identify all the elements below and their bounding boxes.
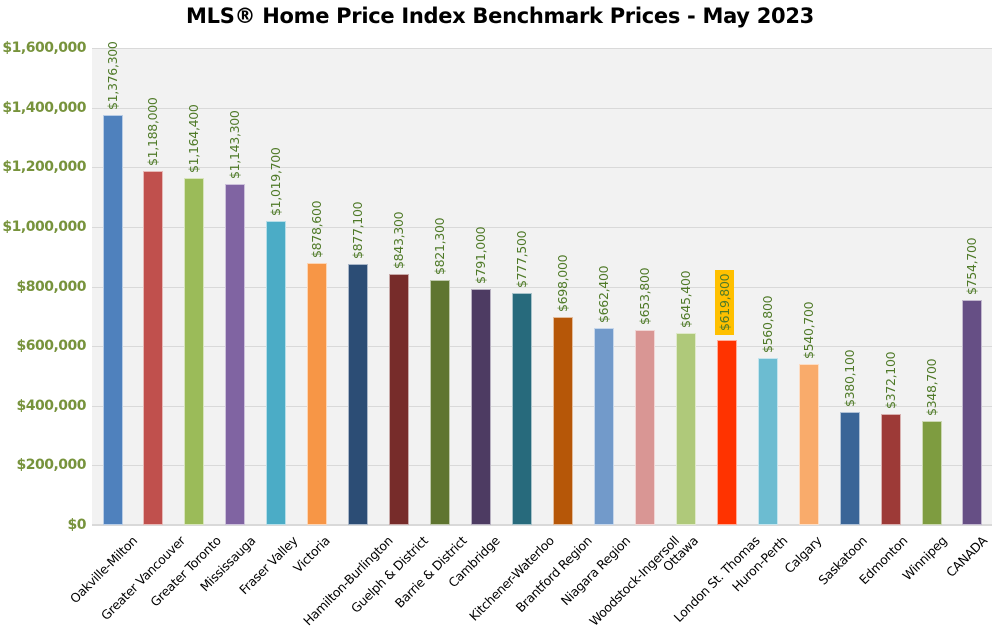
bar-huron-perth bbox=[757, 357, 778, 525]
gridline bbox=[92, 286, 992, 288]
y-tick-label: $1,400,000 bbox=[2, 99, 86, 116]
value-label: $878,600 bbox=[309, 200, 325, 259]
bar-canada bbox=[962, 300, 983, 525]
value-label: $754,700 bbox=[964, 237, 980, 295]
value-label: $372,100 bbox=[882, 351, 898, 410]
x-tick-label: Woodstock-Ingersoll bbox=[586, 533, 683, 629]
gridline bbox=[92, 346, 992, 348]
bar-brantford-region bbox=[552, 316, 573, 525]
value-label: $540,700 bbox=[800, 301, 816, 359]
gridline bbox=[92, 167, 992, 169]
bar-fraser-valley bbox=[266, 221, 287, 525]
value-label: $843,300 bbox=[391, 211, 407, 269]
value-label: $821,300 bbox=[432, 217, 448, 276]
chart-title: MLS® Home Price Index Benchmark Prices -… bbox=[186, 4, 814, 28]
x-tick-label: CANADA bbox=[942, 533, 990, 580]
y-tick-label: $200,000 bbox=[16, 457, 86, 474]
value-label: $1,164,400 bbox=[186, 104, 202, 173]
gridline bbox=[92, 226, 992, 228]
value-label: $560,800 bbox=[759, 295, 775, 353]
bar-hamilton-burlington bbox=[348, 263, 369, 525]
bar-ottawa bbox=[675, 332, 696, 525]
gridline bbox=[92, 48, 992, 49]
value-label: $698,000 bbox=[554, 254, 570, 312]
value-label: $1,188,000 bbox=[145, 97, 161, 166]
bar-barrie-district bbox=[430, 280, 451, 525]
value-label: $777,500 bbox=[514, 230, 529, 289]
bar-guelph-district bbox=[389, 273, 410, 525]
value-label: $877,100 bbox=[350, 201, 366, 259]
x-axis-line bbox=[92, 524, 992, 526]
bar-woodstock-ingersoll bbox=[634, 330, 655, 525]
y-tick-label: $1,600,000 bbox=[2, 40, 86, 56]
bar-oakville-milton bbox=[102, 114, 123, 525]
bar-cambridge bbox=[471, 289, 492, 525]
bar-saskatoon bbox=[839, 411, 860, 525]
value-label: $1,376,300 bbox=[104, 41, 120, 110]
value-label: $653,800 bbox=[636, 267, 652, 326]
bar-edmonton bbox=[880, 414, 901, 525]
value-label: $645,400 bbox=[677, 270, 693, 328]
gridline bbox=[92, 107, 992, 109]
value-label: $348,700 bbox=[923, 358, 939, 417]
bar-london-st-thomas bbox=[716, 340, 737, 525]
y-tick-label: $1,200,000 bbox=[2, 159, 86, 176]
y-tick-label: $600,000 bbox=[16, 338, 86, 355]
bar-mississauga bbox=[225, 184, 246, 525]
y-tick-label: $800,000 bbox=[16, 278, 86, 295]
bar-greater-toronto bbox=[184, 177, 205, 525]
gridline bbox=[92, 465, 992, 467]
value-label: $380,100 bbox=[841, 349, 857, 407]
y-tick-label: $0 bbox=[67, 517, 87, 533]
value-label: $1,143,300 bbox=[227, 110, 243, 180]
value-label: $662,400 bbox=[595, 265, 611, 323]
value-label: $619,800 bbox=[714, 269, 734, 336]
bar-niagara-region bbox=[593, 327, 614, 525]
bar-greater-vancouver bbox=[143, 170, 164, 525]
bar-victoria bbox=[307, 263, 328, 525]
value-label: $791,000 bbox=[473, 226, 489, 285]
x-tick-label: Calgary bbox=[781, 533, 825, 577]
bar-kitchener-waterloo bbox=[512, 293, 532, 525]
plot-area: $1,376,300 $1,188,000 $1,164,400 $1,143,300… bbox=[92, 41, 992, 526]
value-label: $1,019,700 bbox=[268, 147, 284, 216]
y-tick-label: $400,000 bbox=[16, 397, 86, 414]
bar-winnipeg bbox=[921, 421, 942, 525]
y-tick-label: $1,000,000 bbox=[2, 218, 86, 235]
bar-calgary bbox=[798, 363, 819, 525]
gridline bbox=[92, 405, 992, 407]
